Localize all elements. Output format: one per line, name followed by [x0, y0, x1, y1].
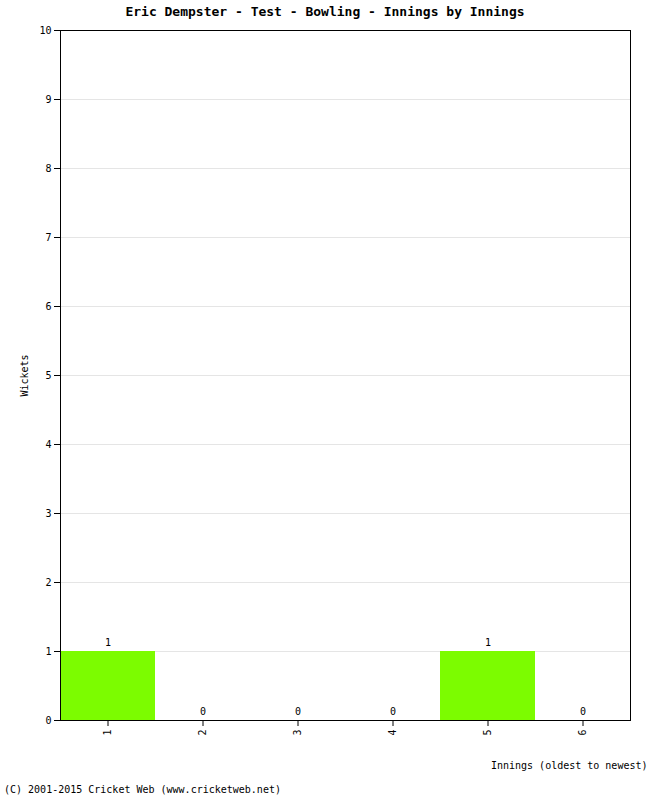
svg-text:9: 9	[45, 94, 51, 105]
svg-text:4: 4	[45, 439, 51, 450]
svg-text:6: 6	[577, 730, 588, 736]
svg-text:5: 5	[45, 370, 51, 381]
svg-text:10: 10	[39, 25, 51, 36]
svg-text:0: 0	[200, 706, 206, 717]
svg-text:Innings (oldest to newest): Innings (oldest to newest)	[491, 760, 648, 771]
svg-text:1: 1	[105, 637, 111, 648]
svg-text:6: 6	[45, 301, 51, 312]
svg-text:3: 3	[292, 730, 303, 736]
svg-text:8: 8	[45, 163, 51, 174]
html-text:Eric Dempster - Test - Bowling: Eric Dempster - Test - Bowling - Innings…	[125, 4, 525, 19]
svg-text:0: 0	[45, 715, 51, 726]
svg-text:Wickets: Wickets	[19, 354, 30, 396]
svg-text:1: 1	[102, 730, 113, 736]
svg-text:7: 7	[45, 232, 51, 243]
svg-text:2: 2	[45, 577, 51, 588]
html-text:(C) 2001-2015 Cricket Web (www: (C) 2001-2015 Cricket Web (www.cricketwe…	[4, 784, 281, 795]
svg-text:3: 3	[45, 508, 51, 519]
svg-text:1: 1	[485, 637, 491, 648]
svg-text:0: 0	[390, 706, 396, 717]
svg-text:0: 0	[580, 706, 586, 717]
svg-text:5: 5	[482, 730, 493, 736]
svg-text:1: 1	[45, 646, 51, 657]
svg-text:2: 2	[197, 730, 208, 736]
svg-text:4: 4	[387, 730, 398, 736]
svg-text:0: 0	[295, 706, 301, 717]
